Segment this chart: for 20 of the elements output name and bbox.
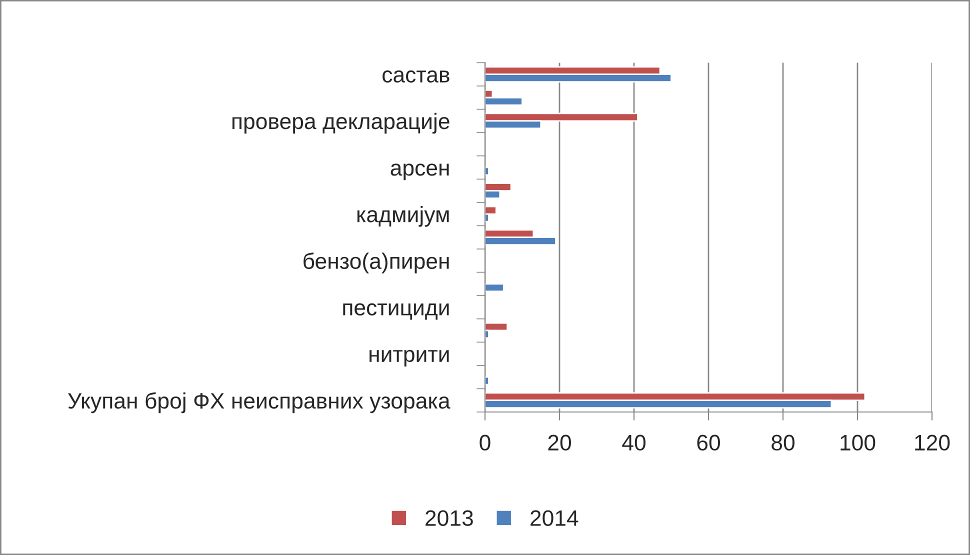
x-tick-label: 20: [548, 434, 571, 451]
x-tick-label: 40: [622, 434, 646, 451]
y-tick-label: нитрити: [370, 350, 449, 366]
x-tick-label: 100: [840, 434, 876, 451]
x-tick-label: 80: [772, 434, 794, 451]
y-tick-label: арсен: [390, 164, 449, 180]
y-tick-label: Укупан број ФХ неисправних узорака: [68, 392, 450, 414]
bar: [485, 376, 490, 386]
legend-label: 2013: [426, 510, 473, 526]
x-tick-label: 120: [915, 434, 950, 451]
y-tick-label: пестициди: [343, 303, 449, 320]
legend-label: 2014: [530, 510, 578, 526]
bar: [485, 166, 490, 176]
bar: [485, 283, 504, 292]
x-tick-label: 60: [697, 434, 720, 451]
x-tick-label: 0: [480, 434, 490, 451]
y-tick-label: кадмијум: [357, 206, 449, 227]
y-tick-label: провера декларације: [232, 112, 450, 134]
y-tick-label: бензо(а)пирен: [304, 252, 449, 274]
y-tick-label: састав: [382, 70, 450, 83]
